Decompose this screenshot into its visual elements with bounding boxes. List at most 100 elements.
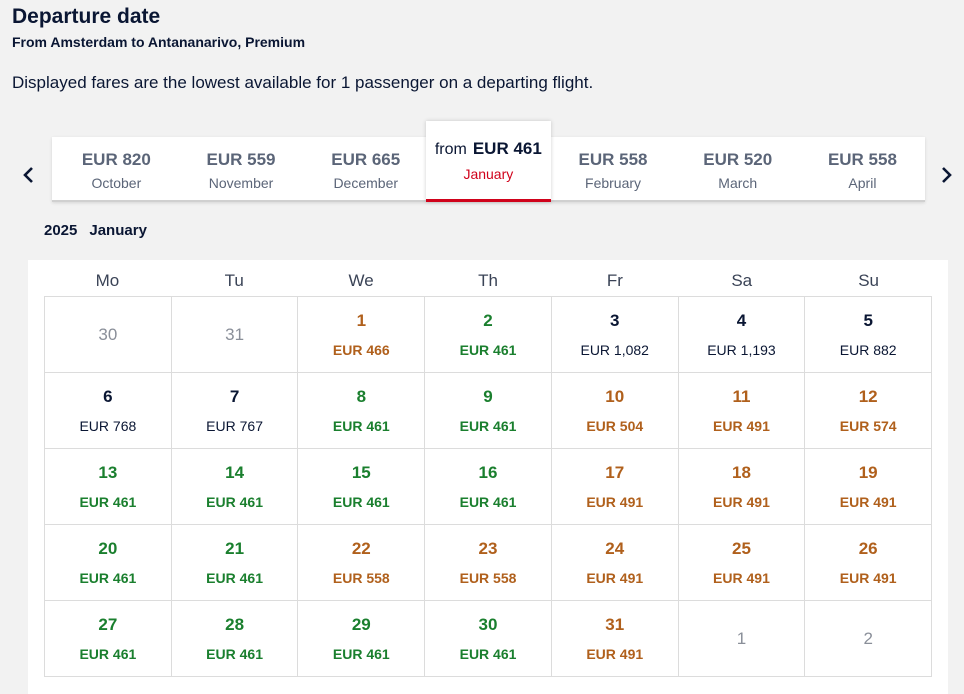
- month-name: November: [208, 175, 274, 191]
- weekday-label: Th: [478, 271, 498, 290]
- month-tab-february[interactable]: EUR 558 February: [551, 137, 676, 200]
- calendar-day[interactable]: 15 EUR 461: [298, 449, 426, 525]
- day-fare: EUR 461: [206, 494, 263, 510]
- day-number: 30: [98, 325, 118, 344]
- month-price: from EUR 461: [426, 139, 551, 159]
- day-number: 23: [478, 539, 498, 558]
- day-fare: EUR 461: [459, 418, 517, 434]
- day-number: 30: [478, 615, 498, 634]
- day-fare: EUR 574: [839, 418, 897, 434]
- day-number: 19: [858, 463, 878, 482]
- day-fare: EUR 466: [332, 342, 390, 358]
- calendar-grid: 30 31 1 EUR 466 2 EUR 461 3 EUR 1,082 4 EUR 1,193…: [44, 296, 933, 677]
- day-number: 25: [731, 539, 751, 558]
- month-name: March: [718, 175, 758, 191]
- day-number: 5: [863, 311, 873, 330]
- day-number: 17: [605, 463, 625, 482]
- calendar-day[interactable]: 16 EUR 461: [425, 449, 552, 525]
- day-fare: EUR 461: [79, 570, 137, 586]
- month-tab-october[interactable]: EUR 820 October: [54, 137, 179, 200]
- day-number: 31: [225, 325, 245, 344]
- calendar-day[interactable]: 31 EUR 491: [551, 601, 679, 677]
- chevron-left-icon: [23, 167, 33, 183]
- month-name: February: [585, 175, 642, 191]
- calendar-day[interactable]: 21 EUR 461: [171, 525, 299, 601]
- day-number: 3: [610, 311, 620, 330]
- day-fare: EUR 558: [459, 570, 517, 586]
- calendar-day[interactable]: 22 EUR 558: [298, 525, 426, 601]
- calendar-day[interactable]: 29 EUR 461: [298, 601, 426, 677]
- calendar-day[interactable]: 10 EUR 504: [551, 373, 679, 449]
- weekday-label: Sa: [731, 271, 753, 290]
- month-tab-april[interactable]: EUR 558 April: [800, 137, 925, 200]
- day-number: 18: [731, 463, 751, 482]
- day-fare: EUR 461: [79, 494, 137, 510]
- calendar-day[interactable]: 6 EUR 768: [45, 373, 172, 449]
- next-month-button[interactable]: [933, 160, 961, 190]
- calendar-day-outside: 31: [171, 297, 299, 373]
- calendar-day[interactable]: 20 EUR 461: [45, 525, 172, 601]
- day-number: 7: [229, 387, 240, 406]
- month-tab-november[interactable]: EUR 559 November: [179, 137, 304, 200]
- calendar-day[interactable]: 25 EUR 491: [678, 525, 806, 601]
- day-number: 24: [605, 539, 625, 558]
- calendar-day[interactable]: 2 EUR 461: [425, 297, 552, 373]
- day-fare: EUR 1,082: [580, 342, 649, 358]
- day-fare: EUR 504: [586, 418, 644, 434]
- day-number: 8: [356, 387, 367, 406]
- calendar-day[interactable]: 3 EUR 1,082: [551, 297, 679, 373]
- calendar-day[interactable]: 5 EUR 882: [805, 297, 933, 373]
- day-number: 15: [351, 463, 371, 482]
- day-fare: EUR 461: [332, 418, 390, 434]
- day-number: 6: [103, 387, 113, 406]
- calendar-day[interactable]: 28 EUR 461: [171, 601, 299, 677]
- calendar-day[interactable]: 9 EUR 461: [425, 373, 552, 449]
- calendar-day[interactable]: 18 EUR 491: [678, 449, 806, 525]
- month-tab-january[interactable]: from EUR 461 January: [426, 121, 551, 202]
- calendar-day[interactable]: 17 EUR 491: [551, 449, 679, 525]
- calendar-day[interactable]: 8 EUR 461: [298, 373, 426, 449]
- day-number: 12: [858, 387, 878, 406]
- weekday-label: We: [348, 271, 374, 290]
- day-fare: EUR 461: [459, 494, 517, 510]
- calendar-day[interactable]: 26 EUR 491: [805, 525, 933, 601]
- calendar-day[interactable]: 27 EUR 461: [45, 601, 172, 677]
- day-number: 29: [351, 615, 371, 634]
- calendar-week-row: 20 EUR 461 21 EUR 461 22 EUR 558 23 EUR 558 24 EU…: [45, 525, 933, 601]
- day-fare: EUR 767: [206, 418, 263, 434]
- day-number: 14: [225, 463, 245, 482]
- month-name: April: [848, 175, 877, 191]
- previous-month-button[interactable]: [14, 160, 42, 190]
- calendar-day[interactable]: 1 EUR 466: [298, 297, 426, 373]
- calendar-day[interactable]: 11 EUR 491: [678, 373, 806, 449]
- day-fare: EUR 491: [839, 570, 897, 586]
- day-fare: EUR 558: [332, 570, 390, 586]
- weekday-header: Mo Tu We Th Fr Sa Su: [44, 260, 932, 296]
- day-number: 10: [605, 387, 625, 406]
- calendar-day[interactable]: 23 EUR 558: [425, 525, 552, 601]
- calendar-day[interactable]: 4 EUR 1,193: [678, 297, 806, 373]
- month-tab-march[interactable]: EUR 520 March: [675, 137, 800, 200]
- calendar-week-row: 13 EUR 461 14 EUR 461 15 EUR 461 16 EUR 461 17 EU…: [45, 449, 933, 525]
- weekday-label: Tu: [224, 271, 244, 290]
- calendar-day[interactable]: 7 EUR 767: [171, 373, 299, 449]
- calendar-day[interactable]: 13 EUR 461: [45, 449, 172, 525]
- day-fare: EUR 491: [713, 494, 770, 510]
- day-fare: EUR 461: [79, 646, 137, 662]
- calendar-day[interactable]: 30 EUR 461: [425, 601, 552, 677]
- calendar-day[interactable]: 14 EUR 461: [171, 449, 299, 525]
- month-tab-december[interactable]: EUR 665 December: [303, 137, 428, 200]
- day-number: 26: [858, 539, 878, 558]
- calendar-day[interactable]: 19 EUR 491: [805, 449, 933, 525]
- day-number: 27: [98, 615, 118, 634]
- day-number: 22: [351, 539, 371, 558]
- day-fare: EUR 461: [332, 646, 390, 662]
- page-title: Departure date: [12, 5, 161, 28]
- day-number: 2: [863, 629, 873, 648]
- month-name: January: [463, 166, 514, 182]
- month-price: EUR 559: [206, 150, 276, 169]
- day-fare: EUR 768: [79, 418, 137, 434]
- month-name: October: [91, 175, 142, 191]
- calendar-day[interactable]: 12 EUR 574: [805, 373, 933, 449]
- calendar-day[interactable]: 24 EUR 491: [551, 525, 679, 601]
